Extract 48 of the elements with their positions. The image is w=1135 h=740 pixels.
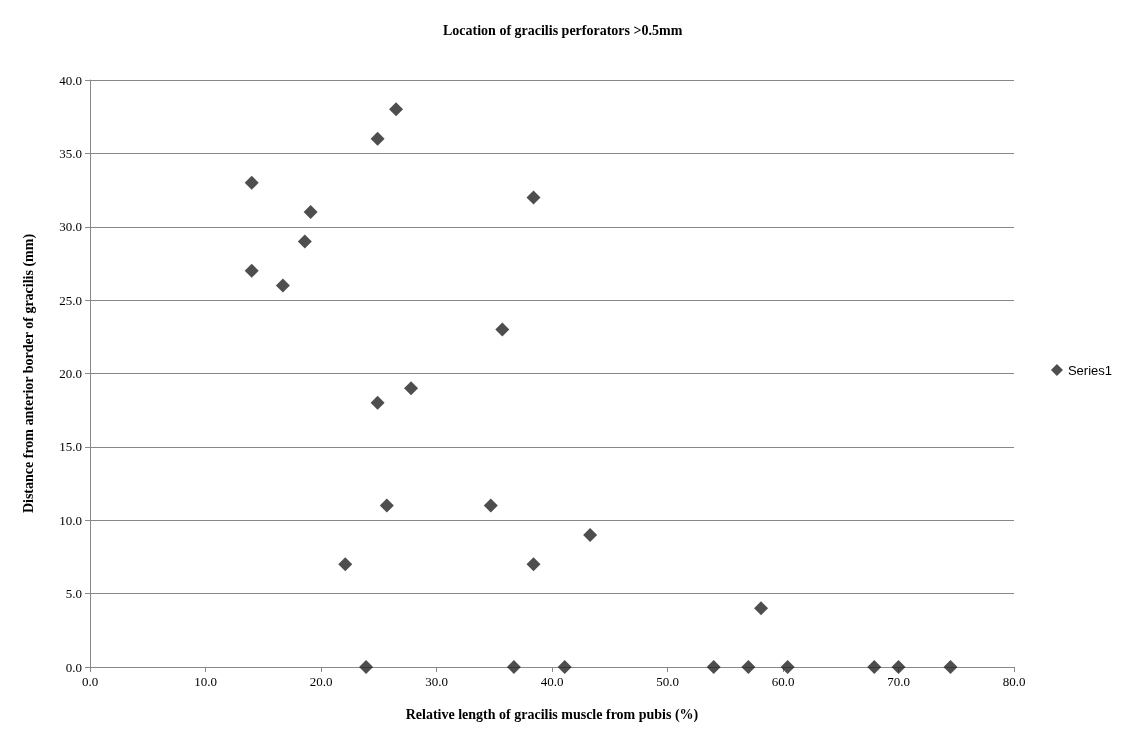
x-tick-label: 0.0 — [81, 674, 99, 689]
y-tick-label: 25.0 — [59, 292, 82, 308]
point — [495, 322, 510, 337]
y-tick-label: 40.0 — [59, 72, 82, 88]
point — [741, 660, 756, 674]
x-tick-label: 40.0 — [540, 674, 564, 689]
x-tick-label: 70.0 — [887, 674, 910, 689]
point — [483, 498, 498, 513]
y-tick-label: 20.0 — [59, 366, 82, 381]
point — [943, 660, 958, 674]
point — [780, 660, 795, 674]
y-tick-label: 30.0 — [59, 219, 82, 235]
point — [244, 175, 259, 190]
x-tick-label: 80.0 — [1002, 674, 1026, 689]
legend-label: Series1 — [1067, 362, 1112, 378]
point — [583, 527, 598, 542]
point — [389, 102, 404, 117]
point — [338, 557, 353, 572]
point — [706, 660, 721, 674]
chart-title: Location of gracilis perforators >0.5mm — [443, 22, 683, 38]
point — [404, 381, 419, 396]
point — [370, 131, 385, 146]
x-axis-title: Relative length of gracilis muscle from pubis (%) — [405, 706, 699, 723]
y-tick-label: 5.0 — [65, 586, 82, 602]
y-tick-label: 10.0 — [59, 512, 82, 528]
point — [303, 205, 318, 220]
point — [557, 660, 572, 674]
point — [891, 660, 906, 674]
point — [526, 190, 541, 205]
y-axis-title: Distance from anterior border of gracilis (mm) — [20, 233, 37, 514]
y-tick-label: 35.0 — [59, 145, 82, 161]
point — [506, 660, 521, 674]
x-tick-label: 10.0 — [194, 674, 217, 689]
y-tick-label: 0.0 — [65, 659, 82, 675]
x-tick-label: 20.0 — [309, 674, 333, 689]
point — [297, 234, 312, 249]
point — [867, 660, 882, 674]
y-tick-label: 15.0 — [59, 439, 82, 455]
point — [244, 263, 259, 278]
x-tick-label: 50.0 — [656, 674, 679, 689]
point — [275, 278, 290, 293]
x-tick-label: 30.0 — [425, 674, 448, 689]
x-tick-label: 60.0 — [771, 674, 795, 689]
point — [359, 660, 374, 674]
point — [526, 557, 541, 572]
point — [379, 498, 394, 513]
point — [754, 601, 769, 616]
point — [370, 395, 385, 410]
